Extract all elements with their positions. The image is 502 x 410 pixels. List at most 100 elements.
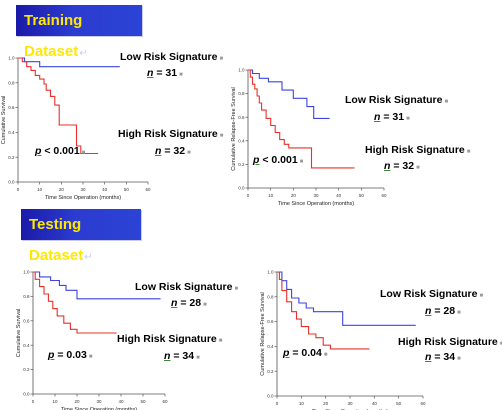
p-value-label: p = 0.03 ■: [48, 349, 93, 361]
n-low-value: 31: [165, 67, 178, 79]
y-tick-label: 0.4: [8, 130, 15, 135]
n-high-label: n = 34 ■: [425, 351, 461, 363]
y-tick-label: 0.0: [23, 392, 30, 397]
n-high-value: 32: [173, 145, 186, 157]
paragraph-mark-icon: ↵: [84, 252, 93, 263]
x-tick-label: 30: [96, 399, 102, 404]
x-tick-label: 50: [140, 399, 146, 404]
n-low-label: n = 28 ■: [171, 297, 207, 309]
x-tick-label: 20: [59, 187, 65, 192]
low-risk-label: Low Risk Signature ■: [135, 281, 239, 293]
low-risk-curve: [277, 271, 416, 326]
n-low-label: n = 31 ■: [374, 111, 410, 123]
x-tick-label: 0: [276, 401, 279, 406]
p-value-label: p < 0.001 ■: [253, 154, 304, 166]
x-tick-label: 30: [347, 401, 353, 406]
y-tick-label: 0.2: [8, 155, 15, 160]
y-tick-label: 0.8: [267, 294, 274, 299]
x-tick-label: 10: [268, 193, 274, 198]
n-high-value: 34: [182, 350, 195, 362]
p-value: = 0.03: [57, 349, 87, 361]
x-tick-label: 20: [323, 401, 329, 406]
high-risk-curve: [248, 69, 355, 169]
y-tick-label: 1.0: [23, 270, 30, 275]
x-tick-label: 20: [291, 193, 297, 198]
km-panel-training-os: 0 10 20 30 40 50 60 0.0 0.2 0.4 0.6 0.8 1.0 Time Sinc…: [0, 48, 160, 201]
low-risk-curve: [18, 57, 120, 68]
n-high-value: 32: [402, 160, 415, 172]
y-tick-label: 0.8: [8, 80, 15, 85]
testing-dataset-banner: Testing Dataset↵: [21, 209, 141, 264]
n-low-value: 28: [189, 297, 202, 309]
x-tick-label: 40: [102, 187, 108, 192]
y-tick-label: 0.0: [267, 394, 274, 399]
high-risk-label: High Risk Signature ■: [117, 333, 223, 345]
y-tick-label: 1.0: [238, 68, 245, 73]
x-tick-label: 10: [299, 401, 305, 406]
y-tick-label: 0.2: [238, 162, 245, 167]
y-tick-label: 0.8: [238, 91, 245, 96]
x-tick-label: 50: [359, 193, 365, 198]
high-risk-curve: [18, 57, 99, 155]
x-tick-label: 30: [80, 187, 86, 192]
x-tick-label: 0: [17, 187, 20, 192]
high-risk-curve: [277, 271, 370, 350]
x-tick-label: 50: [396, 401, 402, 406]
high-risk-curve: [33, 271, 117, 334]
high-risk-label: High Risk Signature ■: [365, 144, 471, 156]
y-tick-label: 0.4: [23, 343, 30, 348]
y-tick-label: 1.0: [8, 56, 15, 61]
y-tick-label: 1.0: [267, 270, 274, 275]
y-tick-label: 0.0: [238, 186, 245, 191]
n-high-value: 34: [443, 351, 456, 363]
x-axis-label: Time Since Operation (months): [278, 201, 354, 207]
y-axis-label: Cumulative Relapse-Free Survival: [260, 292, 266, 375]
p-value: = 0.04: [292, 347, 322, 359]
km-panel-training-rfs: 0 10 20 30 40 50 60 0.0 0.2 0.4 0.6 0.8 1.0 Time Sinc…: [226, 64, 396, 214]
low-risk-curve: [248, 69, 330, 119]
x-tick-label: 0: [32, 399, 35, 404]
low-risk-curve: [33, 271, 161, 300]
y-tick-label: 0.6: [23, 318, 30, 323]
x-tick-label: 40: [372, 401, 378, 406]
n-high-label: n = 32 ■: [155, 145, 191, 157]
y-axis-label: Cumulative Survival: [16, 309, 22, 358]
y-tick-label: 0.2: [267, 369, 274, 374]
training-dataset-banner: Training Dataset↵: [16, 5, 142, 60]
y-tick-label: 0.0: [8, 180, 15, 185]
y-tick-label: 0.8: [23, 294, 30, 299]
n-low-value: 28: [443, 305, 456, 317]
y-tick-label: 0.4: [238, 138, 245, 143]
x-tick-label: 60: [145, 187, 151, 192]
x-tick-label: 30: [313, 193, 319, 198]
x-tick-label: 40: [118, 399, 124, 404]
x-tick-label: 60: [162, 399, 168, 404]
km-chart-training-rfs: 0 10 20 30 40 50 60 0.0 0.2 0.4 0.6 0.8 1.0 Time Sinc…: [231, 68, 387, 207]
low-risk-label: Low Risk Signature ■: [380, 288, 484, 300]
x-axis-label: Time Since Operation (months): [61, 407, 137, 410]
n-high-label: n = 32 ■: [384, 160, 420, 172]
p-value: < 0.001: [262, 154, 298, 166]
km-chart-training-os: 0 10 20 30 40 50 60 0.0 0.2 0.4 0.6 0.8 1.0 Time Sinc…: [1, 56, 151, 201]
low-risk-label: Low Risk Signature ■: [345, 94, 449, 106]
y-tick-label: 0.4: [267, 344, 274, 349]
testing-dataset-title: Testing Dataset: [29, 216, 84, 264]
n-low-label: n = 28 ■: [425, 305, 461, 317]
x-tick-label: 60: [381, 193, 387, 198]
x-tick-label: 40: [336, 193, 342, 198]
p-value: < 0.001: [44, 145, 80, 157]
high-risk-label: High Risk Signature ■: [398, 336, 502, 348]
y-axis-label: Cumulative Survival: [1, 96, 7, 145]
n-low-value: 31: [392, 111, 405, 123]
y-axis-label: Cumulative Relapse-Free Survival: [231, 87, 237, 170]
y-tick-label: 0.6: [267, 319, 274, 324]
paragraph-mark-icon: ↵: [79, 48, 88, 59]
low-risk-label: Low Risk Signature ■: [120, 51, 224, 63]
x-tick-label: 0: [247, 193, 250, 198]
y-tick-label: 0.2: [23, 367, 30, 372]
x-tick-label: 20: [74, 399, 80, 404]
x-tick-label: 10: [52, 399, 58, 404]
km-chart-testing-os: 0 10 20 30 40 50 60 0.0 0.2 0.4 0.6 0.8 1.0 Time Sinc…: [16, 270, 168, 410]
